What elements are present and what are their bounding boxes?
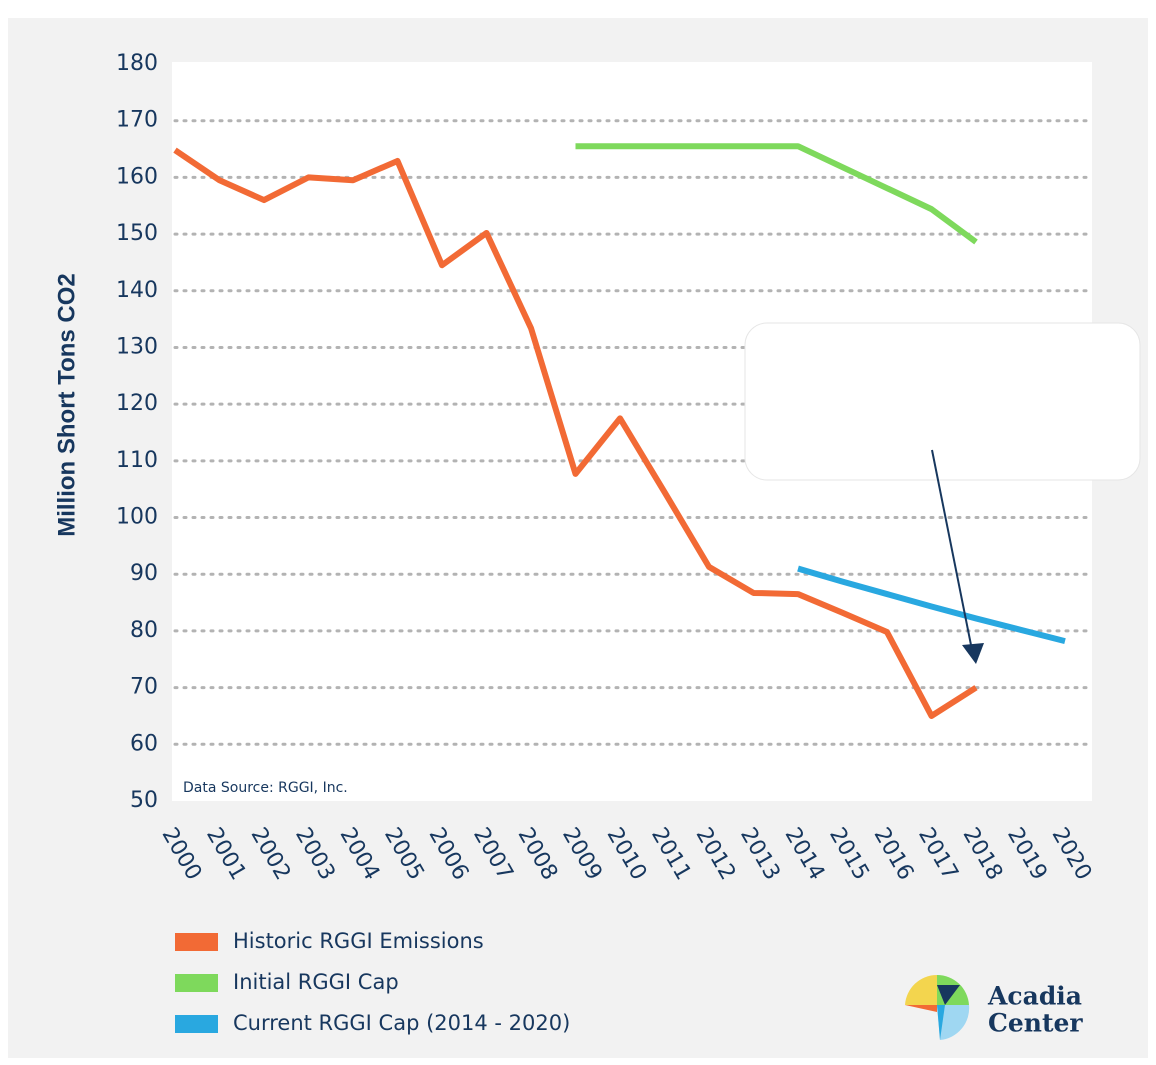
legend-swatch [175,974,218,992]
legend-label: Historic RGGI Emissions [233,929,484,953]
logo-text: Acadia [987,982,1082,1011]
series-line [575,143,978,245]
y-tick-label: 120 [116,391,158,416]
source: Data Source: RGGI, Inc. [183,780,348,796]
logo-part [937,1005,970,1040]
arrow-head [962,643,984,664]
legend-label: Initial RGGI Cap [233,970,399,994]
y-tick-label: 100 [116,505,158,530]
series-line [173,147,978,719]
y-tick-label: 80 [130,618,158,643]
series-line [797,565,1066,645]
legend-label: Current RGGI Cap (2014 - 2020) [233,1011,570,1035]
arrow [931,449,973,651]
legend-swatch [175,1015,218,1033]
y-tick-label: 110 [116,448,158,473]
y-tick-label: 170 [116,108,158,133]
y-tick-label: 70 [130,675,158,700]
y-tick-label: 180 [116,51,158,76]
logo [905,974,970,1040]
y-tick-label: 90 [130,561,158,586]
annotation-box [744,322,1141,481]
y-tick-label: 60 [130,731,158,756]
logo-part [937,985,960,1005]
y-tick-label: 150 [116,221,158,246]
y-tick-label: 140 [116,278,158,303]
logo-part [905,1005,937,1012]
logo-part [905,975,937,1005]
logo-text: Center [988,1009,1083,1038]
y-tick-label: 50 [130,788,158,813]
y-axis-title: Million Short Tons CO2 [53,273,80,537]
legend-swatch [175,933,218,951]
logo-part [937,1005,945,1040]
y-tick-label: 130 [116,334,158,359]
y-tick-label: 160 [116,164,158,189]
annotation [744,322,1141,664]
